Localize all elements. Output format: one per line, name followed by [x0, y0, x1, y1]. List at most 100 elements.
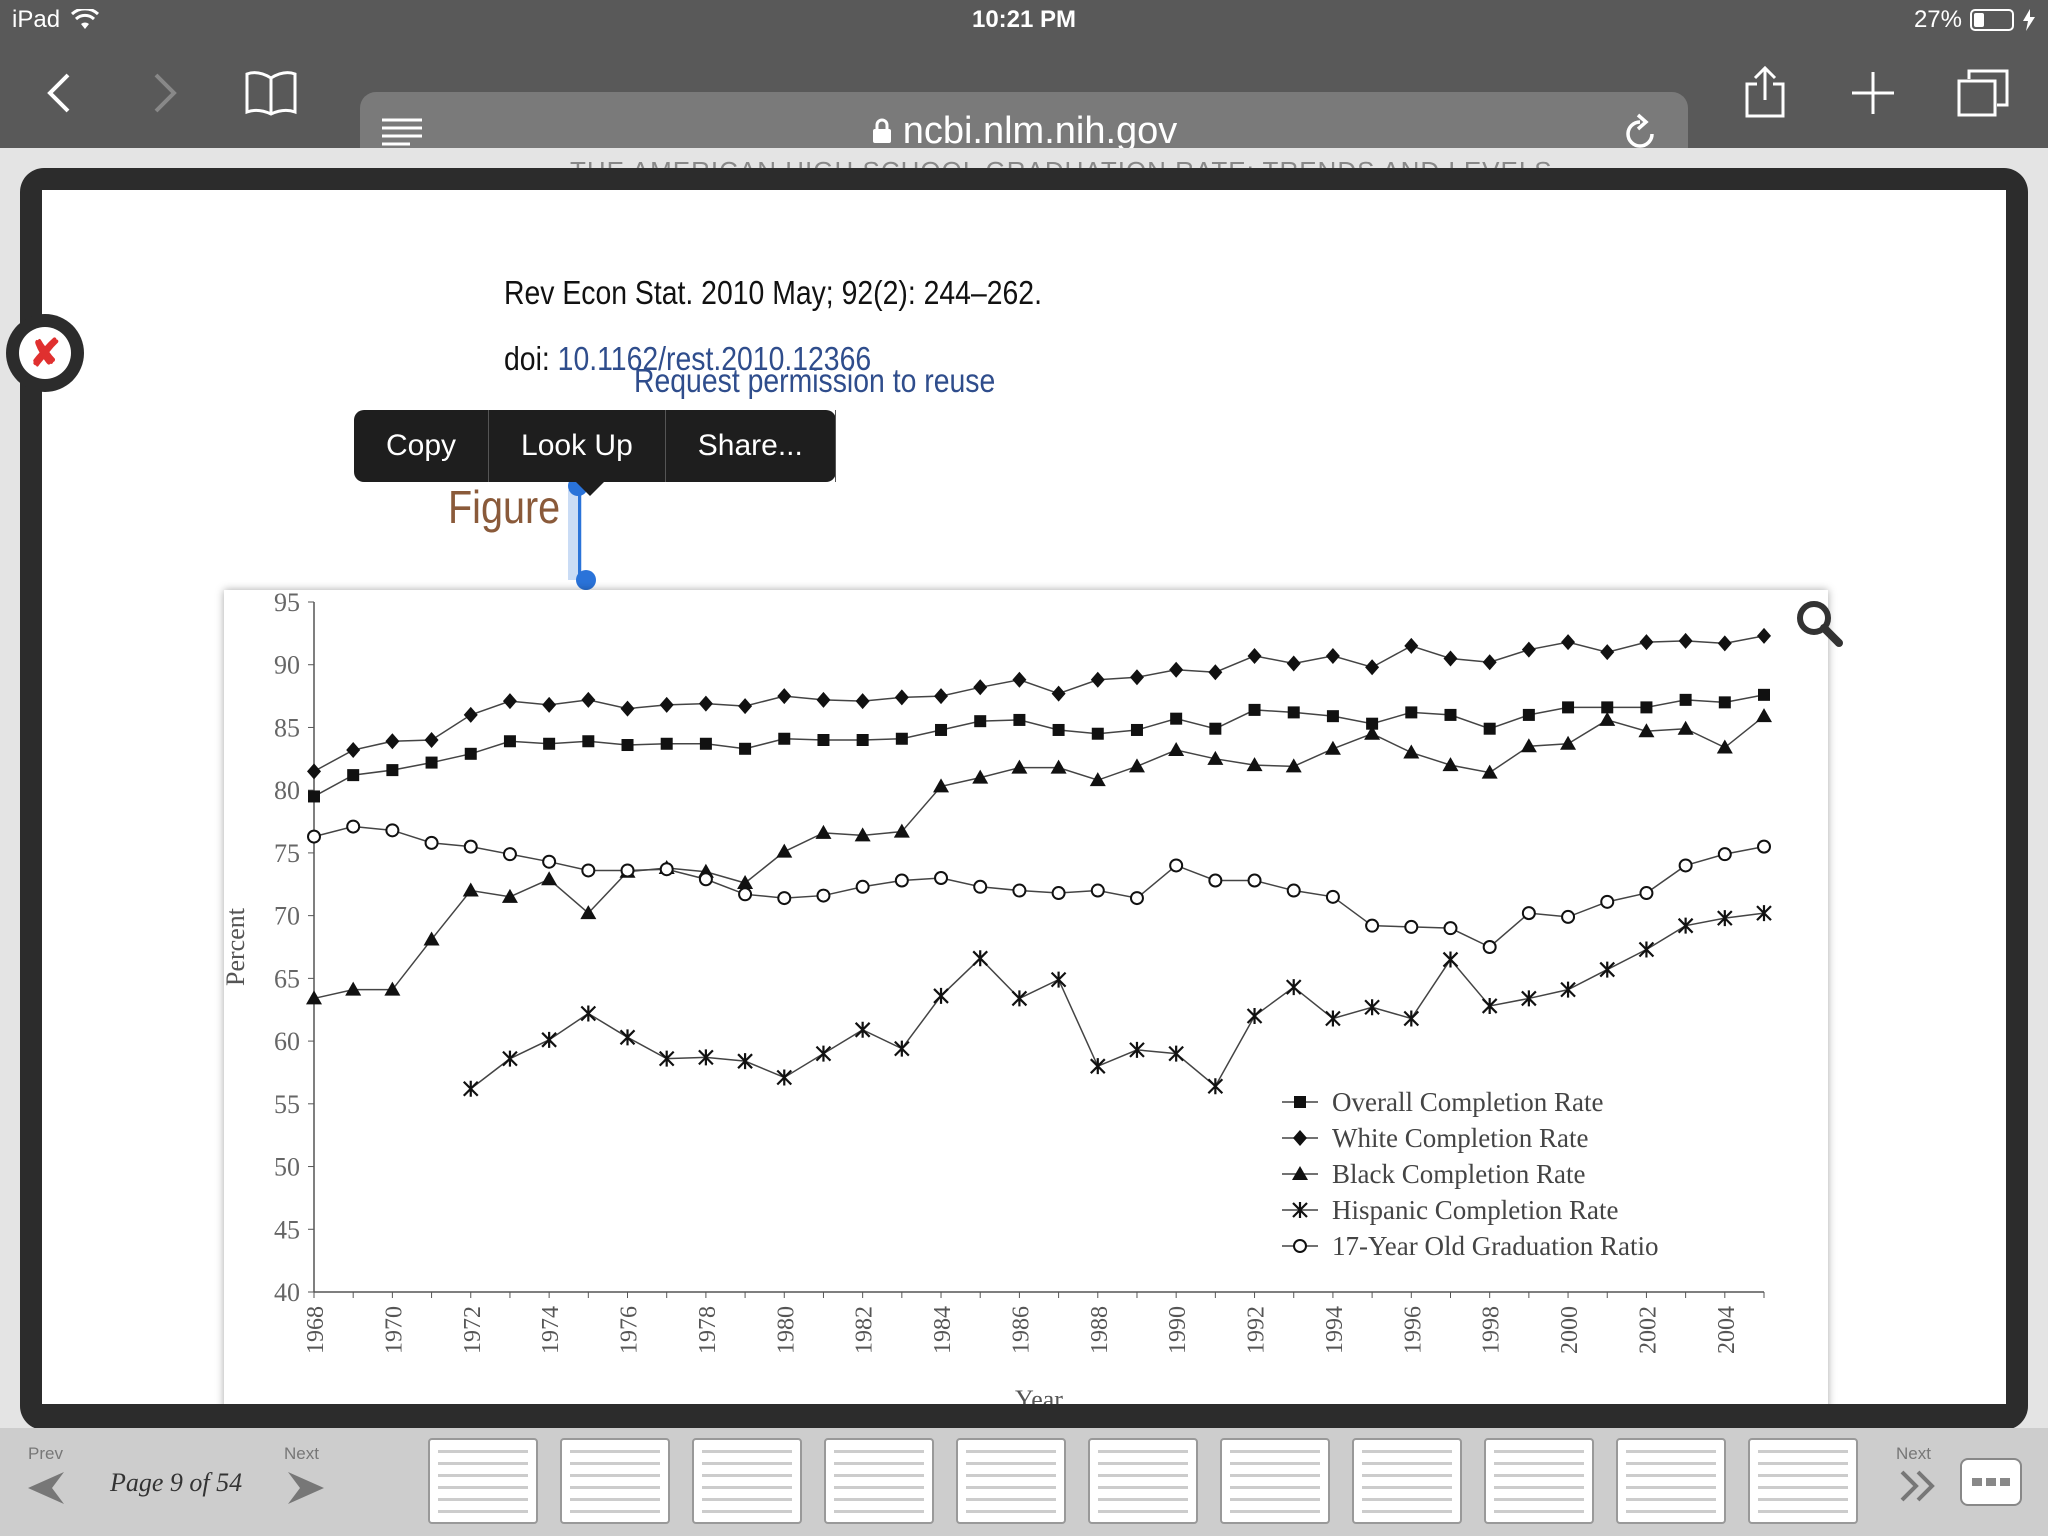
copy-menu-item[interactable]: Copy: [354, 410, 490, 482]
double-chevron-right-icon[interactable]: [1896, 1466, 1940, 1506]
circle-marker: [1293, 1239, 1307, 1253]
data-point: [1286, 883, 1301, 898]
thumbnail-line: [702, 1474, 792, 1477]
page-thumbnail[interactable]: [1748, 1438, 1858, 1524]
data-point: [777, 891, 792, 906]
series-line: [470, 912, 1765, 1090]
triangle-marker: [1292, 1166, 1308, 1180]
y-tick-label: 40: [274, 1278, 300, 1307]
data-point: [581, 863, 596, 878]
x-tick-label: 1988: [1087, 1306, 1113, 1354]
data-point: [1130, 723, 1143, 736]
pdf-viewer: Rev Econ Stat. 2010 May; 92(2): 244–262.…: [20, 168, 2028, 1430]
data-point: [1562, 701, 1575, 714]
close-viewer-button[interactable]: ✘: [6, 314, 84, 392]
data-point: [1405, 706, 1418, 719]
tabs-button[interactable]: [1948, 62, 2018, 124]
x-tick-label: 1974: [538, 1306, 564, 1354]
look-up-menu-item[interactable]: Look Up: [489, 410, 666, 482]
asterisk-stroke: [658, 1050, 675, 1067]
data-point: [737, 875, 754, 890]
reload-icon[interactable]: [1622, 112, 1658, 152]
page-navigator: Prev Page 9 of 54 Next Next: [0, 1428, 2048, 1536]
next-arrow-icon[interactable]: [284, 1468, 328, 1508]
reader-view-icon[interactable]: [380, 116, 424, 148]
thumbnail-line: [834, 1450, 924, 1453]
data-point: [1483, 722, 1496, 735]
chart-legend: Overall Completion Rate White Completion …: [1282, 1087, 1658, 1261]
page-thumbnail[interactable]: [824, 1438, 934, 1524]
more-button[interactable]: [1960, 1458, 2022, 1506]
doi-link[interactable]: 10.1162/rest.2010.12366: [557, 340, 872, 377]
share-menu-item[interactable]: Share...: [666, 410, 836, 482]
page-thumbnail[interactable]: [1616, 1438, 1726, 1524]
page-thumbnail[interactable]: [956, 1438, 1066, 1524]
y-tick-label: 90: [274, 651, 300, 680]
data-point: [463, 839, 478, 854]
data-point: [1247, 647, 1262, 664]
new-tab-button[interactable]: [1838, 62, 1908, 124]
request-permission-link[interactable]: Request permission to reuse: [634, 362, 996, 399]
asterisk-stroke: [972, 950, 988, 967]
square-marker: [1294, 1096, 1306, 1108]
data-point: [1285, 979, 1302, 996]
page-thumbnail[interactable]: [1220, 1438, 1330, 1524]
document-page[interactable]: Rev Econ Stat. 2010 May; 92(2): 244–262.…: [42, 190, 2006, 1404]
asterisk-stroke: [1756, 905, 1772, 922]
data-point: [933, 987, 949, 1004]
share-button[interactable]: [1730, 62, 1800, 124]
thumbnail-line: [1362, 1462, 1452, 1465]
data-point: [1090, 671, 1105, 688]
thumbnail-line: [438, 1498, 528, 1501]
bookmarks-button[interactable]: [236, 62, 306, 124]
figure-chart[interactable]: 40 45 50 55 60 65 70 75 80 85 90 95 1968 1970 1972 1974…: [224, 590, 1828, 1404]
data-point: [1677, 917, 1694, 934]
thumbnail-line: [1494, 1450, 1584, 1453]
data-point: [1600, 894, 1615, 909]
asterisk-stroke: [894, 1040, 910, 1057]
page-thumbnail[interactable]: [560, 1438, 670, 1524]
asterisk-stroke: [1011, 990, 1028, 1007]
data-point: [1442, 951, 1459, 968]
data-point: [582, 735, 595, 748]
browser-toolbar: ncbi.nlm.nih.gov: [0, 44, 2048, 172]
thumbnail-line: [1362, 1450, 1452, 1453]
thumbnail-line: [1362, 1486, 1452, 1489]
figure-title: Figure: [448, 481, 561, 533]
page-thumbnail[interactable]: [428, 1438, 538, 1524]
data-point: [501, 888, 518, 903]
page-thumbnail[interactable]: [1088, 1438, 1198, 1524]
diamond-marker: [1293, 1130, 1307, 1146]
data-point: [621, 739, 634, 752]
thumbnail-line: [966, 1498, 1056, 1501]
thumbnail-line: [834, 1474, 924, 1477]
legend-label: Black Completion Rate: [1332, 1159, 1585, 1189]
data-point: [1209, 722, 1222, 735]
thumbnail-line: [1626, 1474, 1716, 1477]
thumbnail-line: [1494, 1486, 1584, 1489]
data-point: [699, 737, 712, 750]
data-point: [620, 700, 635, 717]
data-point: [1365, 918, 1380, 933]
asterisk-stroke: [1325, 1010, 1341, 1027]
prev-arrow-icon[interactable]: [24, 1468, 68, 1508]
page-thumbnail[interactable]: [692, 1438, 802, 1524]
data-point: [347, 769, 360, 782]
x-tick-label: 1982: [852, 1306, 878, 1354]
back-button[interactable]: [24, 62, 94, 124]
page-thumbnail[interactable]: [1352, 1438, 1462, 1524]
selection-end-handle[interactable]: [576, 570, 596, 590]
data-point: [1717, 847, 1732, 862]
asterisk-stroke: [1403, 1010, 1420, 1027]
thumbnail-line: [1098, 1510, 1188, 1513]
data-point: [1442, 757, 1459, 772]
battery-icon: [1970, 9, 2014, 31]
page-thumbnail[interactable]: [1484, 1438, 1594, 1524]
forward-button[interactable]: [130, 62, 200, 124]
magnifier-icon[interactable]: [1794, 598, 1844, 648]
data-point: [1481, 764, 1498, 779]
data-point: [1011, 759, 1028, 774]
data-point: [1286, 655, 1301, 672]
data-point: [1640, 701, 1653, 714]
data-point: [1522, 708, 1535, 721]
